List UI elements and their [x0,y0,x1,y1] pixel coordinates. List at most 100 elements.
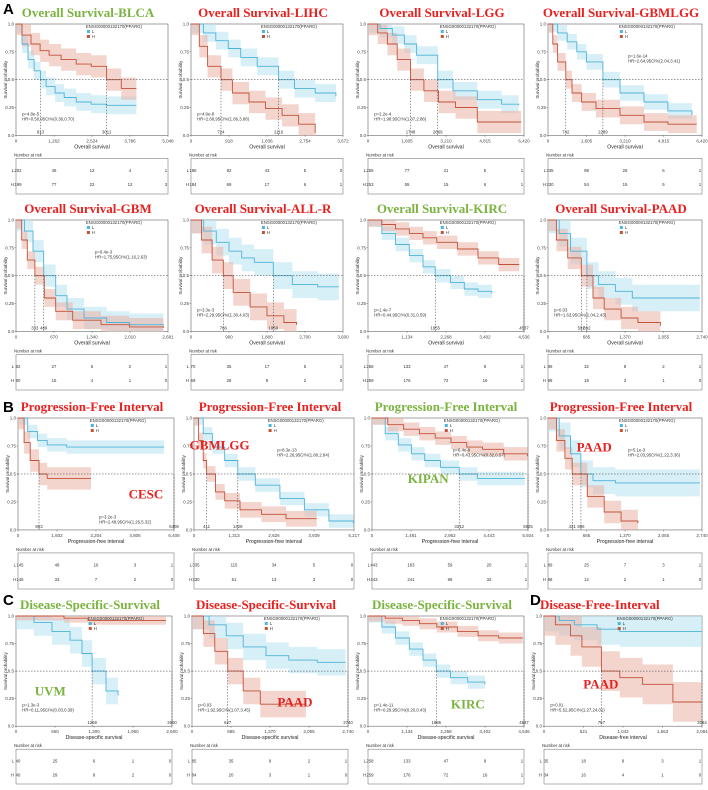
risk-count: 1 [521,378,524,383]
risk-count: 0 [699,378,702,383]
legend-swatch-high [440,35,444,38]
x-axis-label: Progression-free interval [422,539,479,545]
median-value-label: 6408 [169,524,179,529]
legend-label-high: H [625,230,628,235]
risk-count: 1 [521,758,524,763]
ci-band-high [368,220,520,272]
risk-row-label-l: L [14,563,17,568]
x-tick-label: 0 [15,334,18,339]
x-tick-label: 0 [15,138,18,143]
risk-count: 96 [448,577,453,582]
cancer-type-label: PAAD [583,677,618,692]
y-tick-label: 0.25 [5,696,14,701]
y-tick-label: 0.0 [8,133,15,138]
legend-title: ENSG00000132170(PPARG) [440,24,497,29]
y-tick-label: 1.0 [8,22,15,27]
y-tick-label: 0.75 [533,641,542,646]
y-tick-label: 0.25 [533,696,542,701]
legend-swatch-high [440,231,444,234]
y-axis-label: Survival probability [355,60,360,99]
legend-title: ENSG00000132170(PPARG) [619,24,676,29]
legend-label-high: H [446,34,449,39]
legend-swatch-low [90,424,94,427]
y-tick-label: 0.5 [364,471,371,476]
risk-count: 1 [699,364,702,369]
risk-row-label-l: L [368,563,371,568]
section-label-b: B [3,399,14,416]
y-axis-label: Survival probability [355,256,360,295]
risk-count: 5 [484,168,487,173]
legend-label-low: L [92,29,95,34]
risk-count: 40 [16,772,21,777]
km-panel-a7: Overall Survival-KIRC 1.0 0.75 0.5 0.25 0.0 Su… [355,201,530,391]
risk-count: 19 [584,378,589,383]
p-value: p=4.8e-5 [22,111,40,116]
risk-count: 12 [90,168,95,173]
risk-count: 258 [366,758,374,763]
legend-title: ENSG00000132170(PPARG) [440,616,497,621]
chart-title: Overall Survival-BLCA [22,5,155,20]
x-tick-label: 685 [583,533,591,538]
risk-count: 0 [699,577,702,582]
risk-count: 72 [444,772,449,777]
legend-swatch-low [619,226,623,229]
legend-label-low: L [94,621,97,626]
risk-count: 15 [444,182,449,187]
y-axis-label: Survival probability [355,651,360,690]
y-tick-label: 1.0 [360,614,367,619]
y-tick-label: 0.75 [537,443,546,448]
risk-count: 3 [165,182,168,187]
y-axis-label: Survival probability [179,651,184,690]
risk-count: 1 [525,577,528,582]
survival-curve-low [548,219,700,299]
risk-row-label-h: H [543,378,546,383]
risk-count: 9 [484,758,487,763]
chart-title: Progression-Free Interval [199,399,342,414]
risk-count: 26 [623,168,628,173]
y-axis-label: Survival probability [181,454,186,493]
risk-count: 32 [584,364,589,369]
y-tick-label: 0.5 [8,77,15,82]
x-axis-label: Overall survival [607,144,642,150]
legend-title: ENSG00000132170(PPARG) [88,616,145,621]
risk-table-frame [367,354,525,391]
x-tick-label: 0 [191,729,194,734]
y-tick-label: 1.0 [360,22,367,27]
risk-count: 6 [304,182,307,187]
y-tick-label: 0.75 [183,443,192,448]
risk-table-title: Number at risk [192,547,221,552]
risk-row-label-h: H [539,772,542,777]
risk-row-label-h: H [11,772,14,777]
x-tick-label: 1,800 [261,334,273,339]
p-value: p=4.9e-8 [197,111,215,116]
x-tick-label: 2,962 [444,533,456,538]
x-tick-label: 1,134 [401,334,413,339]
risk-count: 1 [662,378,665,383]
risk-count: 35 [544,758,549,763]
y-tick-label: 0.5 [540,471,547,476]
x-axis-label: Disease-specific survival [418,735,475,741]
survival-curve-high [191,219,298,325]
x-tick-label: 3,672 [337,138,349,143]
risk-count: 1 [340,182,343,187]
risk-count: 0 [169,758,172,763]
risk-count: 241 [407,577,415,582]
y-tick-label: 0.75 [357,245,366,250]
x-tick-label: 1,042 [617,729,629,734]
y-axis-label: Survival probability [359,454,364,493]
risk-count: 335 [192,563,200,568]
legend-label-high: H [274,428,277,433]
risk-table-frame [15,354,169,391]
y-tick-label: 0.25 [357,105,366,110]
legend-swatch-low [440,30,444,33]
p-value: p=0.03 [554,307,568,312]
risk-count: 88 [548,577,553,582]
y-tick-label: 1.0 [540,218,547,223]
x-axis-label: Overall survival [428,144,463,150]
y-tick-label: 0.75 [7,443,16,448]
risk-row-label-h: H [367,577,370,582]
risk-row-label-h: H [187,772,190,777]
x-tick-label: 2,754 [299,138,311,143]
km-panel-a2: Overall Survival-LIHC 1.0 0.75 0.5 0.25 0.0 Su… [178,5,349,195]
risk-count: 199 [14,182,22,187]
